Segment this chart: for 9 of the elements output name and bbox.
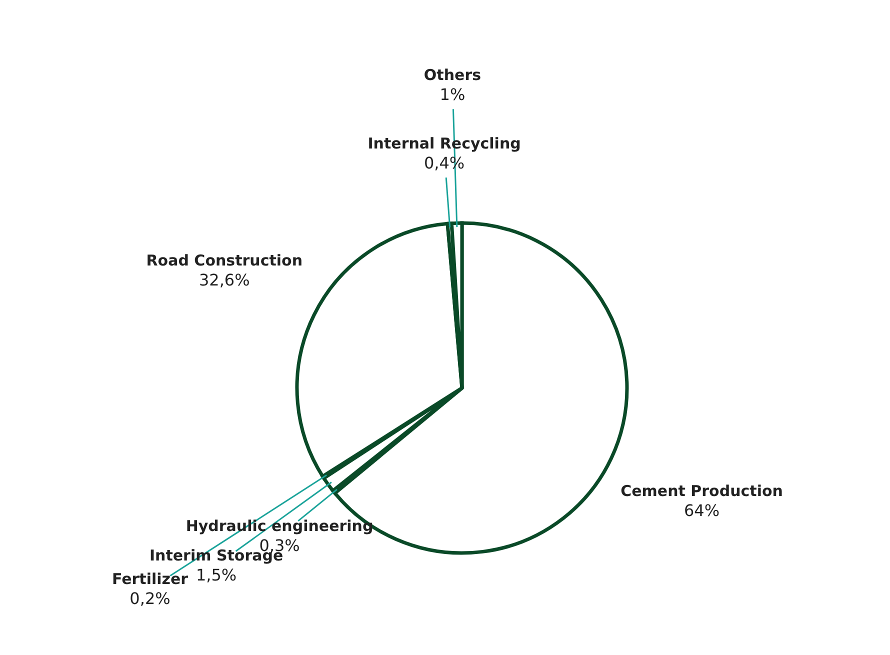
slice-label: Road Construction (146, 252, 303, 270)
slice-label: Cement Production (620, 482, 783, 500)
data-label: 1% (440, 85, 466, 104)
slice-label: Fertilizer (112, 570, 189, 588)
data-label: 0,2% (130, 588, 170, 608)
slice-label: Others (424, 66, 482, 84)
data-label: 1,5% (196, 565, 237, 584)
data-label: 32,6% (198, 270, 250, 290)
data-label: 64% (684, 500, 720, 520)
